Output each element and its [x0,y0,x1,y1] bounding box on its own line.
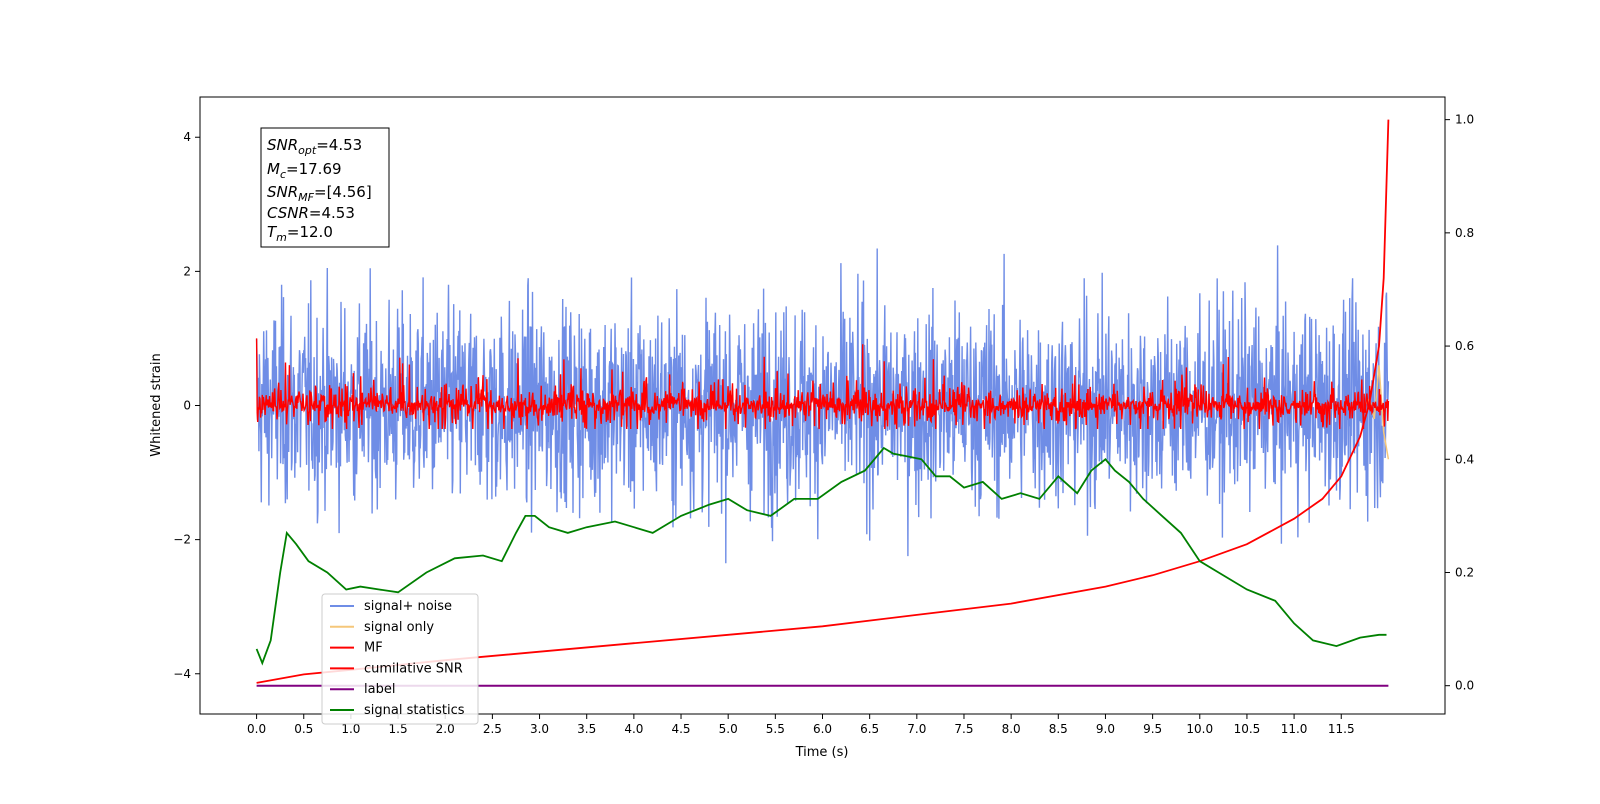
x-tick-label: 2.0 [436,722,455,736]
x-tick-label: 1.5 [389,722,408,736]
y2-tick-label: 0.8 [1455,226,1474,240]
legend-frame [321,593,479,725]
y2-tick-label: 0.0 [1455,679,1474,693]
x-tick-label: 8.0 [1002,722,1021,736]
y-tick-label: 4 [183,130,191,144]
y2-tick-label: 0.2 [1455,565,1474,579]
x-axis: 0.0 0.5 1.0 1.5 2.0 2.5 3.0 3.5 4.0 4.5 5.0 5.5 6.0 6… [247,714,1355,736]
y-axis-label: Whitened strain [149,353,164,456]
legend-label: MF [364,641,383,656]
x-tick-label: 3.0 [530,722,549,736]
x-tick-label: 0.5 [294,722,313,736]
y-tick-label: 0 [183,399,191,413]
legend-label: signal+ noise [364,599,452,614]
stats-textbox: SNRopt=4.53 Mc=17.69 SNRMF=[4.56] CSNR=4… [260,127,390,248]
y-axis-right: 1.0 0.8 0.6 0.4 0.2 0.0 [1445,113,1474,693]
x-tick-label: 6.0 [813,722,832,736]
x-tick-label: 5.5 [766,722,785,736]
snr-mf-text: SNRMF=[4.56] [267,183,372,204]
legend-label: signal only [364,620,434,635]
y-tick-label: −4 [173,667,191,681]
x-tick-label: 4.0 [624,722,643,736]
y2-tick-label: 0.6 [1455,339,1474,353]
x-tick-label: 2.5 [483,722,502,736]
legend: signal+ noise signal only MF cumilative SNR… [321,593,479,725]
x-tick-label: 8.5 [1049,722,1068,736]
x-tick-label: 9.5 [1143,722,1162,736]
legend-label: label [364,682,395,697]
x-tick-label: 7.5 [954,722,973,736]
series-mf-line [255,338,1390,430]
x-tick-label: 1.0 [341,722,360,736]
x-tick-label: 11.5 [1328,722,1355,736]
x-axis-label: Time (s) [795,745,849,760]
series-cumulative-snr-line [256,119,1390,684]
x-tick-label: 3.5 [577,722,596,736]
x-tick-label: 11.0 [1281,722,1308,736]
y2-tick-label: 0.4 [1455,452,1474,466]
stats-textbox-frame [260,127,390,248]
snr-opt-text: SNRopt=4.53 [267,136,362,157]
series-signal-statistics-line [255,446,1387,666]
y-tick-label: −2 [173,533,191,547]
y-axis-left: 4 2 0 −2 −4 [173,130,200,681]
mc-text: Mc=17.69 [267,160,342,181]
x-tick-label: 10.0 [1186,722,1213,736]
x-tick-label: 0.0 [247,722,266,736]
y-tick-label: 2 [183,264,191,278]
x-tick-label: 10.5 [1234,722,1261,736]
csnr-text: CSNR=4.53 [267,204,355,222]
x-tick-label: 6.5 [860,722,879,736]
legend-label: cumilative SNR [364,661,463,676]
tm-text: Tm=12.0 [267,223,333,244]
y2-tick-label: 1.0 [1455,113,1474,127]
x-tick-label: 5.0 [719,722,738,736]
x-tick-label: 7.0 [907,722,926,736]
legend-label: signal statistics [364,703,465,718]
x-tick-label: 9.0 [1096,722,1115,736]
x-tick-label: 4.5 [671,722,690,736]
